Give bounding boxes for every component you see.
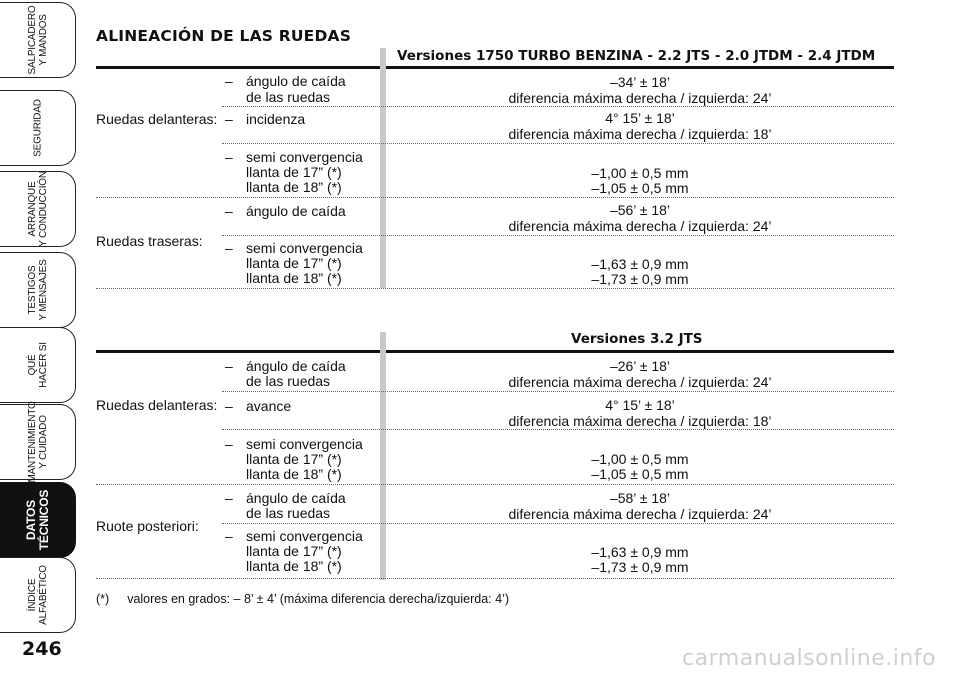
spec-value: –56’ ± 18’ (609, 202, 671, 218)
row-divider (96, 484, 894, 485)
spec-label: llanta de 17” (*) (246, 255, 342, 271)
spec-label: avance (246, 398, 292, 414)
dash: – (225, 111, 233, 127)
spec-value: –1,63 ± 0,9 mm (591, 256, 689, 272)
page-number: 246 (22, 638, 62, 660)
spec-value: 4° 15’ ± 18’ (605, 110, 675, 126)
tab-datos-tecnicos[interactable]: DATOS TÉCNICOS (0, 482, 76, 558)
column-divider (380, 48, 386, 288)
spec-label: de las ruedas (246, 505, 331, 521)
column-divider (380, 332, 386, 580)
spec-value-note: diferencia máxima derecha / izquierda: 1… (508, 413, 772, 429)
tab-mantenimiento-y-cuidado[interactable]: MANTENIMIENTO Y CUIDADO (0, 401, 76, 483)
spec-label: de las ruedas (246, 373, 331, 389)
spec-value: –1,00 ± 0,5 mm (591, 165, 689, 181)
row-divider (222, 429, 894, 430)
spec-label: ángulo de caída (246, 490, 346, 506)
tab-testigos-y-mensajes[interactable]: TESTIGOS Y MENSAJES (0, 252, 76, 328)
spec-value: –1,73 ± 0,9 mm (591, 559, 689, 575)
spec-label: semi convergencia (246, 240, 363, 256)
spec-label: llanta de 18” (*) (246, 270, 342, 286)
row-label-front: Ruedas delanteras: (96, 111, 218, 127)
spec-label: de las ruedas (246, 89, 331, 105)
spec-value: –1,05 ± 0,5 mm (591, 180, 689, 196)
footnote-marker: (*) (96, 592, 110, 606)
dash: – (225, 436, 233, 452)
dash: – (225, 358, 233, 374)
footnote: (*) valores en grados: – 8’ ± 4’ (máxima … (96, 592, 509, 606)
row-label-rear: Ruedas traseras: (96, 233, 203, 249)
spec-value: 4° 15’ ± 18’ (605, 397, 675, 413)
spec-value: –1,73 ± 0,9 mm (591, 271, 689, 287)
dash: – (225, 240, 233, 256)
row-divider (222, 106, 894, 107)
spec-value-note: diferencia máxima derecha / izquierda: 1… (508, 126, 772, 142)
spec-value: –1,00 ± 0,5 mm (591, 451, 689, 467)
spec-label: llanta de 18” (*) (246, 466, 342, 482)
dash: – (225, 149, 233, 165)
dash: – (225, 203, 233, 219)
dash: – (225, 490, 233, 506)
row-divider (96, 578, 894, 579)
tab-arranque-y-conduccion[interactable]: ARRANQUE Y CONDUCCIÓN (0, 171, 76, 247)
dash: – (225, 73, 233, 89)
spec-value-note: diferencia máxima derecha / izquierda: 2… (508, 90, 772, 106)
row-divider (222, 143, 894, 144)
row-label-rear: Ruote posteriori: (96, 518, 199, 534)
tab-que-hacer-si[interactable]: QUÉ HACER SI (0, 327, 76, 403)
row-divider (222, 391, 894, 392)
spec-value: –26’ ± 18’ (609, 358, 671, 374)
dash: – (225, 398, 233, 414)
spec-value-note: diferencia máxima derecha / izquierda: 2… (508, 374, 772, 390)
spec-label: semi convergencia (246, 528, 363, 544)
spec-value: –1,05 ± 0,5 mm (591, 466, 689, 482)
row-divider (96, 197, 894, 198)
spec-label: ángulo de caída (246, 358, 346, 374)
spec-label: llanta de 17” (*) (246, 164, 342, 180)
watermark: carmanualsonline.info (682, 646, 936, 671)
spec-label: ángulo de caída (246, 203, 346, 219)
spec-value: –1,63 ± 0,9 mm (591, 544, 689, 560)
spec-value-note: diferencia máxima derecha / izquierda: 2… (508, 506, 772, 522)
tab-seguridad[interactable]: SEGURIDAD (0, 90, 76, 166)
spec-label: semi convergencia (246, 436, 363, 452)
dash: – (225, 528, 233, 544)
tab-indice-alfabetico[interactable]: ÍNDICE ALFABÉTICO (0, 557, 76, 633)
spec-value-note: diferencia máxima derecha / izquierda: 2… (508, 218, 772, 234)
spec-value: –58’ ± 18’ (609, 490, 671, 506)
row-divider (222, 523, 894, 524)
section-header: Versiones 3.2 JTS (571, 331, 703, 347)
spec-value: –34’ ± 18’ (609, 74, 671, 90)
page-title: ALINEACIÓN DE LAS RUEDAS (96, 27, 352, 45)
spec-label: llanta de 17” (*) (246, 543, 342, 559)
spec-label: llanta de 18” (*) (246, 179, 342, 195)
tab-salpicadero-y-mandos[interactable]: SALPICADERO Y MANDOS (0, 2, 76, 78)
row-divider (222, 235, 894, 236)
section-rule (96, 350, 894, 353)
chapter-sidebar: SALPICADERO Y MANDOS SEGURIDAD ARRANQUE … (0, 0, 80, 677)
section-rule (96, 66, 894, 69)
spec-label: llanta de 18” (*) (246, 558, 342, 574)
spec-label: incidenza (246, 111, 306, 127)
spec-label: ángulo de caída (246, 73, 346, 89)
spec-label: semi convergencia (246, 149, 363, 165)
section-header: Versiones 1750 TURBO BENZINA - 2.2 JTS -… (397, 48, 876, 64)
footnote-text: valores en grados: – 8’ ± 4’ (máxima dif… (127, 592, 510, 606)
row-label-front: Ruedas delanteras: (96, 397, 218, 413)
row-divider (96, 288, 894, 289)
spec-label: llanta de 17” (*) (246, 451, 342, 467)
